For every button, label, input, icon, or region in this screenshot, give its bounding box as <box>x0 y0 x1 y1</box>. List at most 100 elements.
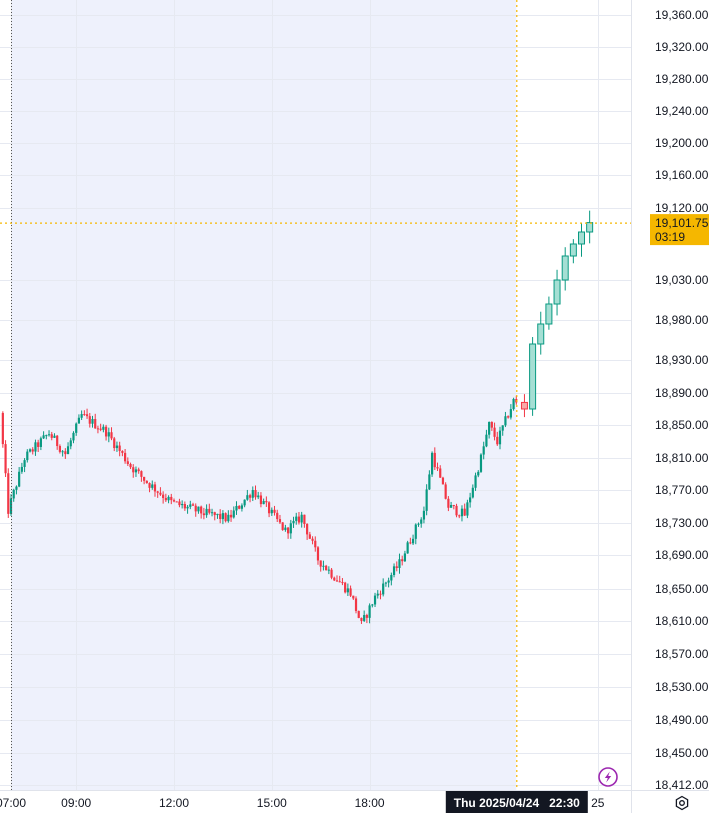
last-price-text: 19,101.75 <box>655 216 709 230</box>
candle-down <box>126 457 129 466</box>
candle-down <box>297 511 301 525</box>
candle-up <box>477 470 480 478</box>
candle-up <box>295 512 298 525</box>
candle-down <box>496 431 499 446</box>
candle-down <box>458 514 461 519</box>
candle-body <box>401 559 404 562</box>
y-tick-label: 18,490.00 <box>655 713 709 727</box>
candle-up <box>471 484 474 499</box>
price-axis[interactable] <box>631 0 709 790</box>
crosshair-time-badge <box>445 791 588 813</box>
settings-icon[interactable] <box>675 795 689 811</box>
candle-body <box>7 473 10 514</box>
candle-down <box>132 464 135 478</box>
candle-down <box>409 537 412 545</box>
candle-body <box>474 475 477 488</box>
candle-down <box>452 504 455 510</box>
candle-body <box>368 605 371 618</box>
candle-up <box>47 430 51 437</box>
candle-down <box>316 546 320 565</box>
candle-body <box>80 414 83 418</box>
candle-body <box>227 514 230 522</box>
candle-up <box>368 603 371 624</box>
candle-down <box>349 585 352 598</box>
candle-body <box>37 442 40 447</box>
candle-body <box>246 495 249 500</box>
candle-down <box>208 503 211 515</box>
candle-body <box>259 495 263 505</box>
candle-up <box>80 410 83 421</box>
candle-down <box>159 487 162 496</box>
candle-body <box>295 516 298 521</box>
candle-body <box>216 513 219 516</box>
candle-up <box>509 404 512 420</box>
candle-down <box>281 522 284 531</box>
candle-up <box>232 506 235 519</box>
candle-up <box>425 484 428 516</box>
candle-body <box>436 467 439 469</box>
candle-up <box>346 583 349 597</box>
flash-icon[interactable] <box>598 767 618 787</box>
candle-down <box>352 595 355 600</box>
candle-down <box>314 536 317 552</box>
candle-body <box>156 491 159 493</box>
candle-body <box>254 490 257 498</box>
candle-body <box>102 426 105 430</box>
candle-down <box>433 447 436 471</box>
y-tick-label: 18,890.00 <box>655 386 709 400</box>
candle-down <box>229 509 233 522</box>
candle-up <box>20 462 23 474</box>
candle-body <box>509 409 512 418</box>
candle-down <box>439 465 442 478</box>
candle-body <box>26 451 29 461</box>
candle-down <box>273 505 276 516</box>
candle-down <box>259 492 263 508</box>
candle-body <box>47 434 51 436</box>
candle-body <box>72 432 75 441</box>
candle-up <box>53 433 56 438</box>
candle-down <box>183 501 186 511</box>
candle-body <box>200 506 203 514</box>
candle-body <box>66 446 70 455</box>
candle-body <box>529 343 537 410</box>
candle-body <box>56 435 59 447</box>
candle-body <box>466 502 469 516</box>
candle-down <box>96 425 100 434</box>
y-axis-ticks: 19,360.00 19,320.00 19,280.00 19,240.00 19,2… <box>655 8 709 792</box>
candle-body <box>373 595 377 605</box>
candle-body <box>406 542 409 554</box>
candle-body <box>18 471 21 487</box>
candle-body <box>1 413 4 445</box>
candle-body <box>23 460 26 467</box>
y-tick-label: 19,160.00 <box>655 168 709 182</box>
candle-body <box>545 303 553 325</box>
y-tick-label: 19,320.00 <box>655 40 709 54</box>
candle-body <box>189 504 192 507</box>
candle-down <box>94 413 97 429</box>
candle-body <box>300 514 303 523</box>
candle-body <box>411 538 415 544</box>
candle-body <box>441 477 445 485</box>
candle-body <box>425 489 428 511</box>
candle-body <box>12 489 15 499</box>
candle-down <box>308 531 311 540</box>
candle-body <box>303 514 306 525</box>
candle-up <box>469 492 472 508</box>
y-tick-label: 19,030.00 <box>655 273 709 287</box>
candle-body <box>77 417 81 424</box>
candle-body <box>306 524 309 535</box>
candle-body <box>251 490 254 498</box>
candle-body <box>240 505 244 509</box>
candle-body <box>439 468 442 478</box>
candle-body <box>28 449 32 452</box>
candle-body <box>338 581 341 583</box>
candle-up <box>197 506 200 514</box>
candle-down <box>365 613 368 624</box>
candle-down <box>85 408 89 419</box>
candle-up <box>107 427 110 443</box>
candle-down <box>4 440 7 478</box>
candle-body <box>191 504 195 506</box>
y-tick-label: 18,930.00 <box>655 353 709 367</box>
candle-up <box>392 563 396 578</box>
